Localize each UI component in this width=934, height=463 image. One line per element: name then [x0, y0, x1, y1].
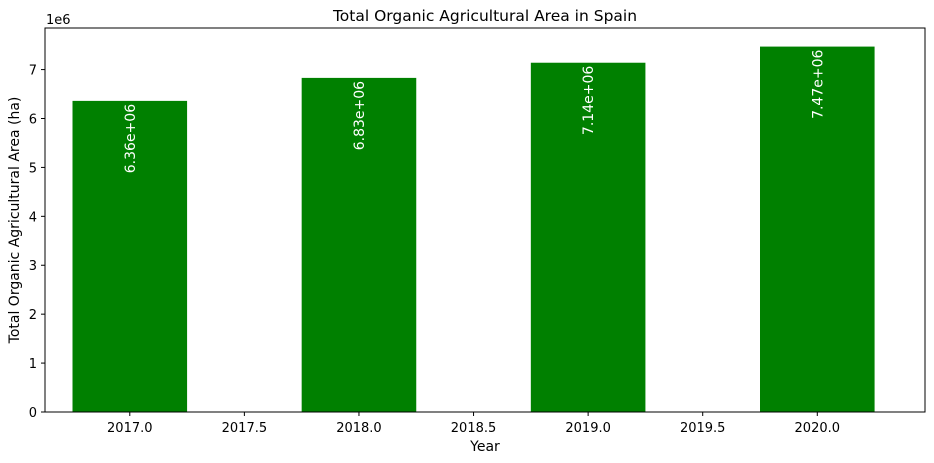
chart-title: Total Organic Agricultural Area in Spain: [332, 7, 637, 25]
plot-frame: [44, 27, 926, 413]
bar-2019: [530, 62, 646, 413]
x-tick-label: 2018.5: [451, 421, 497, 436]
y-axis: 0 1 2 3 4 5 6 7: [29, 64, 45, 421]
x-tick-label: 2020.0: [795, 421, 841, 436]
bar-label-2017: 6.36e+06: [123, 104, 139, 173]
y-tick-label: 4: [29, 210, 37, 225]
x-tick-label: 2017.0: [107, 421, 153, 436]
y-tick-label: 6: [29, 112, 37, 127]
bars-group: [72, 46, 875, 413]
bar-2020: [760, 46, 875, 413]
x-axis: 2017.0 2017.5 2018.0 2018.5 2019.0 2019.5 2020…: [107, 412, 840, 436]
y-axis-title: Total Organic Agricultural Area (ha): [7, 97, 23, 345]
x-tick-label: 2019.5: [680, 421, 726, 436]
bar-label-2018: 6.83e+06: [352, 81, 368, 150]
bar-2017: [72, 100, 188, 412]
bar-label-2019: 7.14e+06: [581, 66, 597, 135]
bar-label-2020: 7.47e+06: [810, 50, 826, 119]
y-tick-label: 7: [29, 64, 37, 79]
x-axis-title: Year: [469, 439, 500, 455]
x-tick-label: 2017.5: [222, 421, 268, 436]
bar-labels-group: 6.36e+06 6.83e+06 7.14e+06 7.47e+06: [123, 50, 827, 174]
y-tick-label: 3: [29, 259, 37, 274]
x-tick-label: 2018.0: [336, 421, 382, 436]
y-tick-label: 5: [29, 161, 37, 176]
y-tick-label: 0: [29, 406, 37, 421]
y-tick-label: 2: [29, 308, 37, 323]
bar-2018: [301, 77, 417, 412]
y-tick-label: 1: [29, 357, 37, 372]
y-scale-label: 1e6: [46, 13, 71, 28]
x-tick-label: 2019.0: [565, 421, 611, 436]
